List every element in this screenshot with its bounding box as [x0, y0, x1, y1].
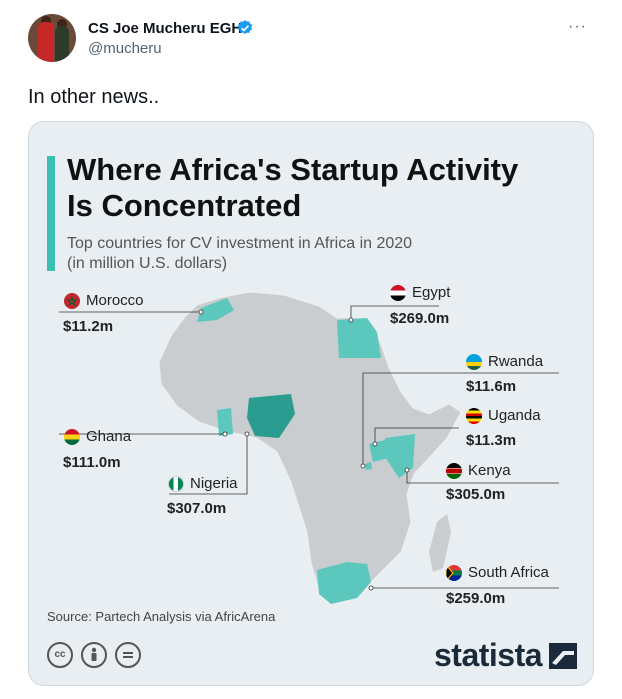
rwanda-leader — [362, 372, 559, 466]
statista-logo[interactable]: statista — [434, 637, 543, 673]
uganda-leader — [374, 427, 459, 444]
morocco-shape — [197, 298, 234, 322]
kenya-shape — [385, 434, 415, 478]
author-name[interactable]: CS Joe Mucheru EGH — [88, 20, 243, 37]
uganda-value: $11.3m — [466, 432, 517, 449]
kenya-leader — [406, 470, 559, 484]
infographic-image[interactable]: Where Africa's Startup Activity Is Conce… — [28, 121, 594, 686]
africa-continent — [158, 291, 462, 601]
attribution-icon[interactable] — [81, 642, 107, 668]
cc-license-icon[interactable]: cc — [47, 642, 73, 668]
south-africa-flag-icon — [446, 565, 462, 581]
south-africa-value: $259.0m — [446, 590, 506, 607]
rwanda-shape — [365, 462, 372, 470]
kenya-flag-icon — [446, 463, 462, 479]
egypt-label: Egypt — [412, 284, 451, 301]
source-note: Source: Partech Analysis via AfricArena — [47, 609, 276, 624]
south-africa-shape — [317, 562, 371, 604]
nigeria-leader — [169, 434, 248, 495]
infographic-subtitle: Top countries for CV investment in Afric… — [67, 235, 413, 272]
south-africa-label: South Africa — [468, 564, 549, 581]
morocco-flag-icon — [64, 293, 80, 309]
nigeria-shape — [247, 394, 295, 438]
uganda-flag-icon — [466, 408, 482, 424]
uganda-label: Uganda — [488, 407, 541, 424]
kenya-value: $305.0m — [446, 486, 506, 503]
madagascar — [429, 514, 451, 572]
ghana-shape — [217, 408, 233, 436]
kenya-label: Kenya — [468, 462, 511, 479]
nigeria-value: $307.0m — [167, 500, 227, 517]
egypt-flag-icon — [390, 285, 406, 301]
rwanda-value: $11.6m — [466, 378, 517, 395]
accent-bar — [47, 156, 55, 271]
no-derivatives-icon[interactable] — [115, 642, 141, 668]
rwanda-flag-icon — [466, 354, 482, 370]
africa-map — [59, 291, 559, 604]
morocco-value: $11.2m — [63, 318, 114, 335]
author-handle[interactable]: @mucheru — [88, 40, 162, 57]
ghana-value: $111.0m — [63, 454, 121, 471]
egypt-shape — [337, 318, 381, 358]
verified-badge-icon — [237, 20, 253, 35]
ghana-flag-icon — [64, 429, 80, 445]
tweet-text: In other news.. — [28, 86, 160, 108]
morocco-label: Morocco — [86, 292, 144, 309]
ghana-label: Ghana — [86, 428, 132, 445]
statista-logo-icon — [549, 643, 577, 669]
nigeria-label: Nigeria — [190, 475, 238, 492]
egypt-value: $269.0m — [390, 310, 450, 327]
rwanda-label: Rwanda — [488, 353, 544, 370]
nigeria-flag-icon — [168, 476, 184, 492]
egypt-leader — [350, 305, 439, 320]
more-options-icon[interactable]: ··· — [568, 18, 587, 35]
avatar[interactable] — [28, 14, 76, 62]
infographic-title: Where Africa's Startup Activity Is Conce… — [67, 152, 519, 223]
